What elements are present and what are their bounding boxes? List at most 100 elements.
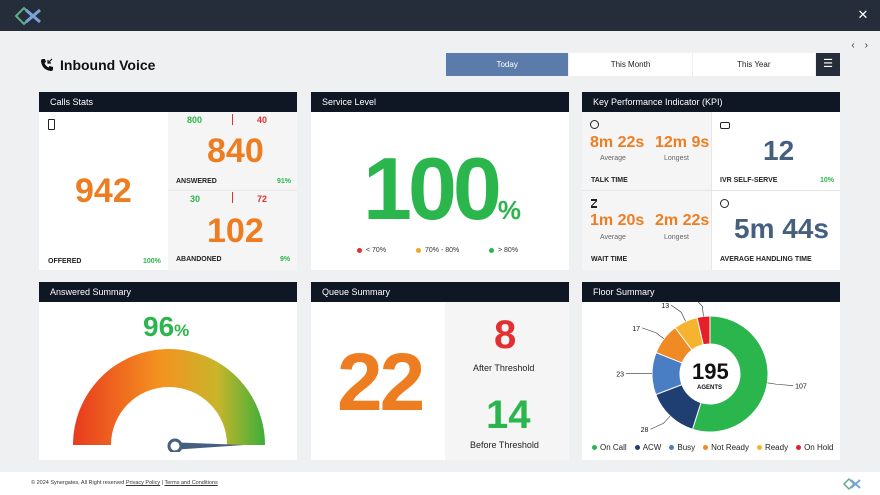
queue-summary-card: Queue Summary 22 8 After Threshold 14 Be… — [311, 282, 569, 460]
talk-avg-label: Average — [600, 155, 626, 162]
legend-item-busy[interactable]: Busy — [669, 443, 695, 452]
donut-total-label: AGENTS — [697, 385, 723, 391]
legend-item-on-call[interactable]: On Call — [592, 443, 627, 452]
donut-leader-line — [650, 415, 671, 430]
red-dot-icon — [357, 248, 362, 253]
talk-long-label: Longest — [664, 155, 689, 162]
sl-legend-label: 70% - 80% — [425, 247, 460, 254]
legend-dot-icon — [669, 445, 675, 450]
answered-right: 40 — [257, 115, 268, 125]
abandoned-panel — [168, 190, 297, 270]
abandoned-value: 102 — [207, 212, 264, 250]
phone-incoming-icon — [41, 58, 53, 71]
legend-item-ready[interactable]: Ready — [756, 443, 789, 452]
nav-arrows: ‹ › — [851, 40, 868, 51]
abandoned-divider — [232, 192, 233, 203]
answered-summary-unit: % — [174, 321, 190, 340]
donut-data-label: 13 — [661, 303, 669, 310]
terms-link[interactable]: Terms and Conditions — [164, 480, 218, 486]
kpi-talk-panel — [582, 112, 711, 190]
chevron-right-icon[interactable]: › — [864, 40, 868, 51]
wait-long: 2m 22s — [655, 212, 710, 229]
legend-dot-icon — [703, 445, 709, 450]
timer-icon — [720, 199, 729, 208]
after-threshold-label: After Threshold — [473, 363, 535, 373]
service-level-unit: % — [497, 195, 521, 225]
abandoned-pct: 9% — [280, 256, 291, 263]
close-icon[interactable]: ✕ — [857, 7, 869, 22]
donut-data-label: 23 — [616, 371, 624, 378]
abandoned-right: 72 — [257, 194, 268, 204]
kpi-card: Key Performance Indicator (KPI) 8m 22s A… — [582, 92, 840, 270]
abandoned-label: ABANDONED — [176, 256, 222, 263]
legend-item-acw[interactable]: ACW — [634, 443, 662, 452]
robot-icon — [720, 122, 730, 129]
sl-legend-label: < 70% — [366, 247, 387, 254]
gauge-arc — [73, 349, 265, 445]
aht-label: AVERAGE HANDLING TIME — [720, 256, 812, 263]
answered-label: ANSWERED — [176, 178, 217, 185]
queue-summary-title: Queue Summary — [311, 282, 569, 302]
legend-item-not-ready[interactable]: Not Ready — [703, 443, 749, 452]
offered-value: 942 — [75, 172, 132, 210]
legend-dot-icon — [634, 445, 640, 450]
answered-summary-title: Answered Summary — [39, 282, 297, 302]
donut-leader-line — [767, 382, 794, 386]
queue-total: 22 — [337, 337, 425, 428]
talk-avg: 8m 22s — [590, 134, 645, 151]
legend-label: Ready — [764, 443, 789, 452]
sl-legend-3: > 80% — [489, 247, 518, 254]
legend-item-on-hold[interactable]: On Hold — [796, 443, 833, 452]
donut-data-label: 17 — [632, 326, 640, 333]
page-title-area: Inbound Voice — [40, 57, 155, 73]
tab-this-year[interactable]: This Year — [692, 53, 816, 76]
answered-value: 840 — [207, 132, 264, 170]
gauge-needle — [167, 438, 244, 452]
donut-total: 195 — [692, 359, 729, 384]
footer: © 2024 Synergates, All Right reserved Pr… — [0, 472, 880, 495]
donut-center — [680, 344, 740, 404]
period-tabs: Today This Month This Year — [446, 53, 816, 76]
aht-value: 5m 44s — [734, 213, 829, 244]
abandoned-left: 30 — [190, 194, 201, 204]
ivr-label: IVR SELF-SERVE — [720, 177, 778, 184]
donut-leader-line — [670, 304, 686, 322]
kpi-divider-v — [711, 112, 712, 270]
app-logo[interactable] — [12, 6, 46, 26]
answered-summary-number: 96 — [143, 311, 175, 342]
before-threshold-label: Before Threshold — [470, 440, 539, 450]
legend-dot-icon — [756, 445, 762, 450]
floor-donut-chart: 107 28 23 17 13 7 — [616, 302, 807, 434]
talk-long: 12m 9s — [655, 134, 710, 151]
legend-label: ACW — [642, 443, 662, 452]
donut-leader-line — [697, 302, 704, 317]
legend-dot-icon — [592, 445, 597, 450]
tab-today[interactable]: Today — [446, 53, 570, 76]
service-level-card: Service Level 100% < 70% 70% - 80% > 80% — [311, 92, 569, 270]
answered-summary-value: 96% — [143, 311, 189, 343]
green-dot-icon — [489, 248, 494, 253]
service-level-value: 100% — [363, 138, 521, 240]
privacy-link[interactable]: Privacy Policy — [125, 480, 161, 486]
sl-legend-1: < 70% — [357, 247, 386, 254]
donut-leader-line — [641, 327, 665, 340]
footer-logo — [842, 477, 861, 491]
answered-divider — [232, 114, 233, 125]
page-title: Inbound Voice — [60, 57, 156, 73]
top-bar: ✕ — [0, 0, 880, 31]
donut-data-label: 28 — [641, 427, 649, 434]
gauge-chart — [73, 349, 265, 452]
kpi-title: Key Performance Indicator (KPI) — [582, 92, 840, 112]
menu-icon[interactable]: ☰ — [816, 53, 840, 76]
copyright-text: © 2024 Synergates, All Right reserved — [31, 480, 125, 486]
legend-label: On Call — [600, 443, 627, 452]
chevron-left-icon[interactable]: ‹ — [851, 40, 855, 51]
ivr-value: 12 — [763, 135, 795, 166]
floor-summary-card: Floor Summary 107 28 23 17 13 7 195 AGENTS — [582, 282, 840, 460]
legend-dot-icon — [796, 445, 802, 450]
offered-pct: 100% — [143, 258, 161, 265]
orange-dot-icon — [416, 248, 421, 253]
tab-this-month[interactable]: This Month — [569, 53, 693, 76]
hourglass-icon — [591, 199, 597, 208]
footer-separator: | — [161, 480, 164, 486]
